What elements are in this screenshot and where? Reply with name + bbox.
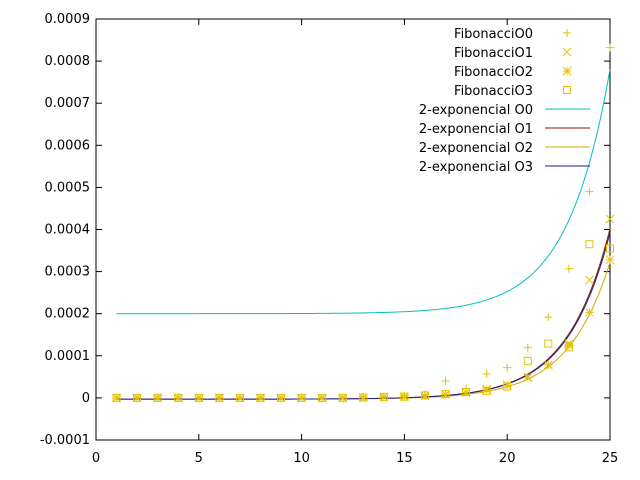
series-0-point [564, 264, 573, 273]
series-2-point [564, 340, 574, 350]
series-3-point [544, 339, 553, 348]
series-3-point [277, 393, 286, 402]
series-3-point [585, 240, 594, 249]
series-2-point [441, 390, 450, 399]
legend-label: 2-exponencial O3 [419, 160, 533, 175]
x-tick-label: 10 [293, 451, 310, 466]
legend-label: FibonacciO1 [454, 46, 533, 61]
series-line-6 [116, 262, 611, 400]
series-0-point [606, 43, 614, 52]
series-3-point [503, 382, 512, 391]
series-2-point [235, 393, 245, 403]
x-axis: 0 5 10 15 20 25 [92, 19, 618, 466]
x-tick-label: 15 [396, 451, 413, 466]
y-tick-label: 0.0002 [45, 307, 91, 322]
y-axis: -0.0001 0 0.0001 0.0002 0.0003 0.0004 0.0005 0.… [40, 12, 610, 448]
series-3-point [606, 244, 614, 253]
y-tick-label: 0.0001 [45, 349, 91, 364]
series-2-point [173, 393, 183, 403]
plot-lines [116, 69, 611, 400]
series-2-point [482, 385, 491, 395]
series-3-point [235, 393, 244, 402]
y-tick-label: -0.0001 [40, 433, 90, 448]
legend-label: 2-exponencial O2 [419, 141, 533, 156]
series-2-point [605, 255, 615, 265]
series-3-point [441, 390, 450, 399]
y-tick-label: 0.0006 [45, 138, 91, 153]
legend-label: FibonacciO3 [454, 84, 533, 99]
series-2-point [215, 393, 224, 403]
y-tick-label: 0.0003 [45, 265, 91, 280]
x-tick-label: 0 [92, 451, 100, 466]
y-tick-label: 0.0004 [45, 223, 91, 238]
series-0-point [544, 313, 553, 322]
series-3-point [174, 393, 183, 402]
y-tick-label: 0 [82, 391, 90, 406]
legend-label: FibonacciO0 [454, 27, 533, 42]
legend-marker [563, 86, 571, 94]
series-3-point [400, 392, 409, 401]
legend-label: FibonacciO2 [454, 65, 533, 80]
series-2-point [297, 393, 306, 403]
y-tick-label: 0.0007 [45, 96, 91, 111]
series-3-point [133, 393, 142, 402]
legend-marker [562, 47, 572, 57]
series-2-point [276, 393, 286, 403]
series-0-point [523, 343, 532, 352]
series-3-point [153, 393, 162, 402]
series-2-point [112, 393, 121, 403]
series-2-point [585, 308, 594, 317]
legend-label: 2-exponencial O0 [419, 103, 533, 118]
series-2-point [194, 393, 204, 403]
series-3-point [318, 393, 327, 402]
x-tick-label: 5 [195, 451, 203, 466]
series-2-point [358, 393, 368, 402]
x-tick-label: 20 [499, 451, 516, 466]
series-2-point [420, 391, 430, 401]
series-3-point [379, 393, 388, 402]
series-2-point [256, 393, 265, 403]
series-3-point [564, 343, 573, 352]
series-3-point [256, 393, 265, 402]
legend-marker [563, 29, 571, 37]
legend: FibonacciO0 FibonacciO1 FibonacciO2 Fibonac… [419, 27, 590, 175]
series-3-point [523, 356, 532, 365]
series-3-point [215, 393, 224, 402]
series-2-point [379, 392, 389, 402]
series-0-point [503, 363, 512, 372]
series-3-point [482, 387, 491, 396]
y-tick-label: 0.0005 [45, 180, 91, 195]
series-3-point [194, 393, 203, 402]
series-0-point [441, 377, 450, 386]
series-2-point [543, 360, 553, 370]
series-3-point [297, 393, 306, 402]
series-1-point [585, 275, 594, 285]
series-3-point [359, 393, 368, 402]
x-tick-label: 25 [602, 451, 619, 466]
series-line-7 [116, 232, 611, 400]
legend-marker [562, 66, 572, 76]
series-3-point [112, 393, 121, 402]
series-2-point [461, 388, 471, 397]
series-2-point [317, 393, 327, 403]
series-line-4 [116, 69, 611, 315]
series-2-point [338, 393, 348, 403]
series-2-point [400, 392, 409, 401]
series-2-point [502, 380, 512, 390]
series-2-point [132, 393, 142, 403]
series-3-point [462, 388, 471, 397]
series-0-point [482, 369, 491, 378]
series-2-point [523, 373, 533, 383]
series-0-point [585, 187, 594, 196]
y-tick-label: 0.0009 [45, 12, 91, 27]
y-tick-label: 0.0008 [45, 54, 91, 69]
plot-points [112, 43, 615, 403]
legend-label: 2-exponencial O1 [419, 122, 533, 137]
series-3-point [420, 391, 429, 400]
series-1-point [605, 214, 615, 224]
series-2-point [153, 393, 163, 403]
series-3-point [338, 393, 347, 402]
